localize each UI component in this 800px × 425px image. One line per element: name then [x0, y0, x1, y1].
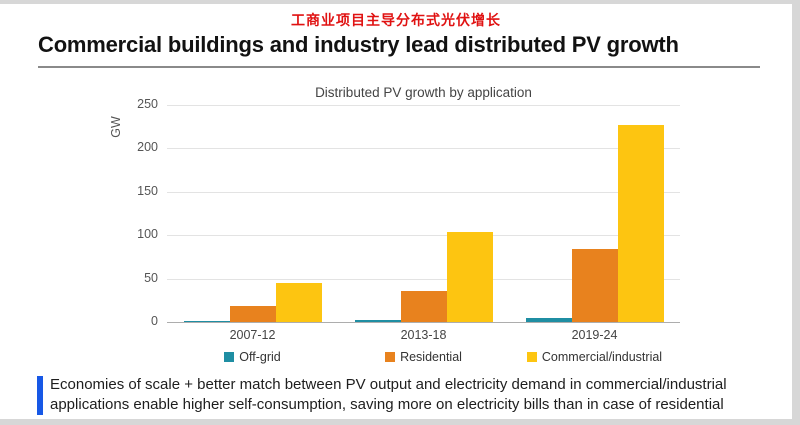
y-tick-label: 100 — [137, 227, 158, 242]
legend-swatch-icon — [526, 352, 537, 362]
bar-commercial-industrial-2013-18 — [446, 231, 493, 322]
y-tick-label: 150 — [137, 183, 158, 198]
legend-label: Commercial/industrial — [541, 350, 663, 364]
gridline — [167, 148, 680, 150]
note-text: Economies of scale + better match betwee… — [50, 375, 785, 415]
chart-title: Distributed PV growth by application — [315, 85, 532, 100]
gridline — [167, 235, 680, 237]
bar-off-grid-2019-24 — [525, 317, 572, 322]
bar-off-grid-2007-12 — [183, 321, 230, 322]
y-tick-label: 250 — [137, 97, 158, 111]
chart-legend: Off-grid Residential Commercial/industrial — [167, 350, 680, 364]
title-divider — [38, 66, 760, 68]
bar-off-grid-2013-18 — [354, 320, 401, 322]
bar-commercial-industrial-2019-24 — [617, 124, 664, 322]
y-axis-label: GW — [109, 116, 123, 138]
note-accent-bar — [37, 376, 43, 415]
y-tick-label: 50 — [144, 270, 158, 285]
y-tick-label: 0 — [151, 314, 158, 328]
legend-label: Off-grid — [239, 350, 281, 364]
page-frame: 工商业项目主导分布式光伏增长 Commercial buildings and … — [0, 4, 792, 419]
chinese-title: 工商业项目主导分布式光伏增长 — [291, 12, 501, 28]
x-axis-baseline — [167, 322, 680, 323]
legend-swatch-icon — [385, 352, 396, 362]
note-line-2: applications enable higher self-consumpt… — [50, 396, 724, 413]
x-axis-label: 2007-12 — [229, 328, 276, 342]
note-line-1: Economies of scale + better match betwee… — [50, 376, 727, 393]
bar-commercial-industrial-2007-12 — [275, 282, 322, 322]
y-tick-label: 200 — [137, 140, 158, 155]
legend-item-commercial-industrial: Commercial/industrial — [509, 350, 680, 364]
gridline — [167, 191, 680, 193]
plot-area — [167, 105, 680, 323]
gridline — [167, 278, 680, 280]
page-title: Commercial buildings and industry lead d… — [38, 32, 679, 57]
x-axis-label: 2019-24 — [571, 328, 618, 342]
bar-residential-2007-12 — [229, 305, 276, 322]
x-axis-label: 2013-18 — [400, 328, 447, 342]
legend-swatch-icon — [224, 352, 235, 362]
legend-item-residential: Residential — [338, 350, 509, 364]
bar-residential-2019-24 — [571, 249, 618, 322]
legend-label: Residential — [400, 350, 462, 364]
legend-item-off-grid: Off-grid — [167, 350, 338, 364]
bar-residential-2013-18 — [400, 290, 447, 322]
gridline — [167, 105, 680, 106]
